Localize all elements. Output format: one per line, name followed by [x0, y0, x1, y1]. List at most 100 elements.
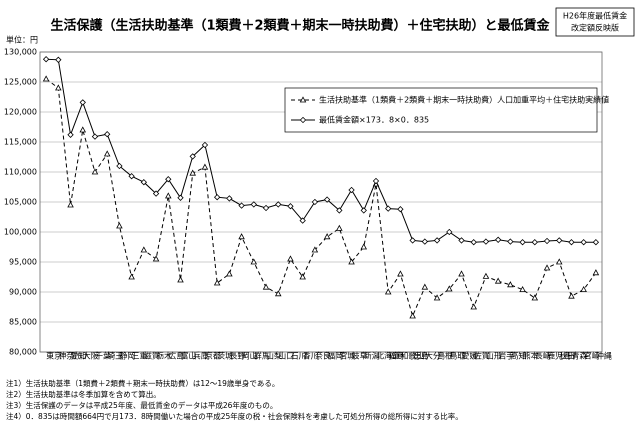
x-tick-label: 埼玉 — [107, 351, 123, 361]
point — [348, 258, 355, 265]
point — [555, 258, 563, 265]
point — [79, 126, 87, 133]
point — [494, 236, 502, 243]
point — [140, 179, 148, 186]
point — [238, 233, 245, 240]
point — [372, 177, 380, 185]
point — [446, 228, 453, 236]
point — [580, 285, 587, 292]
point — [433, 294, 441, 301]
legend-marker — [299, 96, 307, 103]
point — [79, 99, 86, 106]
x-tick-label: 岐阜 — [352, 351, 368, 361]
point — [67, 131, 74, 138]
point — [519, 285, 526, 292]
point — [592, 239, 600, 246]
point — [177, 194, 184, 201]
point — [458, 237, 465, 244]
x-tick-label: 広島 — [168, 351, 184, 361]
point — [152, 190, 160, 197]
point — [103, 150, 111, 157]
point — [409, 237, 416, 244]
point — [482, 272, 490, 279]
point — [421, 238, 429, 245]
x-tick-label: 青森 — [571, 351, 587, 361]
x-tick-label: 鹿児島 — [547, 351, 571, 361]
point — [128, 273, 135, 280]
point — [311, 198, 319, 206]
x-tick-label: 香川 — [303, 351, 319, 361]
x-tick-label: 山形 — [486, 351, 502, 361]
point — [42, 75, 50, 82]
point — [262, 204, 270, 212]
x-tick-label: 北海道 — [376, 351, 400, 361]
note: 注1）生活扶助基準（1類費＋2類費＋期末一時扶助費）は12～19歳単身である。 — [6, 378, 279, 388]
point — [397, 270, 404, 277]
x-tick-label: 栃木 — [156, 351, 172, 361]
x-tick-label: 静岡 — [119, 351, 135, 361]
x-tick-label: 宮城 — [339, 351, 355, 361]
point — [91, 133, 99, 140]
point — [189, 153, 196, 160]
point — [519, 239, 526, 246]
x-tick-label: 山梨 — [266, 351, 282, 361]
point — [360, 207, 367, 214]
x-tick-label: 滋賀 — [144, 351, 160, 361]
point — [201, 141, 209, 149]
y-tick-label: 125,000 — [4, 78, 37, 87]
legend-label: 生活扶助基準（1類費＋2類費＋期末一時扶助費）人口加重平均＋住宅扶助実績値 — [319, 95, 609, 105]
point — [360, 243, 368, 250]
point — [238, 202, 245, 209]
point — [421, 283, 429, 290]
legend-label: 最低賃金額×173．8×0．835 — [319, 115, 429, 125]
x-tick-label: 岩手 — [498, 351, 514, 361]
point — [580, 239, 587, 246]
point — [543, 264, 551, 271]
x-tick-label: 三重 — [132, 351, 148, 361]
note: 注3）生活保護のデータは平成25年度、最低賃金のデータは平成26年度のもの。 — [6, 400, 277, 410]
point — [165, 176, 172, 183]
y-tick-label: 95,000 — [9, 258, 37, 267]
point — [409, 312, 416, 319]
y-tick-label: 90,000 — [9, 288, 37, 297]
point — [299, 217, 306, 224]
badge-box — [555, 7, 635, 37]
point — [384, 288, 392, 295]
x-tick-label: 奈良 — [315, 351, 331, 361]
point — [128, 173, 135, 180]
plot-frame — [39, 51, 603, 353]
y-tick-label: 120,000 — [4, 108, 37, 117]
x-tick-label: 岡山 — [242, 351, 258, 361]
x-tick-label: 富山 — [181, 351, 197, 361]
point — [470, 239, 477, 246]
point — [213, 279, 221, 286]
point — [274, 290, 282, 297]
x-tick-label: 高知 — [510, 351, 526, 361]
y-tick-label: 85,000 — [9, 318, 37, 327]
x-tick-label: 兵庫 — [193, 351, 209, 361]
point — [323, 196, 331, 203]
y-axis-label: 単位：円 — [6, 35, 38, 45]
point — [592, 269, 600, 276]
point — [556, 237, 563, 244]
chart-title: 生活保護（生活扶助基準（1類費＋2類費＋期末一時扶助費）＋住宅扶助）と最低賃金 — [50, 18, 550, 34]
point — [336, 207, 343, 214]
legend-marker — [299, 116, 307, 124]
x-tick-label: 千葉 — [95, 351, 111, 361]
x-tick-label: 宮崎 — [584, 351, 600, 361]
point — [104, 131, 111, 138]
y-tick-label: 105,000 — [4, 198, 37, 207]
point — [507, 281, 514, 288]
point — [323, 233, 331, 240]
point — [250, 258, 258, 265]
legend-box — [284, 87, 598, 133]
x-tick-label: 愛媛 — [462, 351, 478, 361]
x-tick-label: 鳥取 — [449, 351, 465, 361]
point — [116, 162, 123, 170]
note: 注2）生活扶助基準は冬季加算を含めて算出。 — [6, 389, 161, 399]
x-tick-label: 和歌山 — [400, 351, 424, 361]
point — [458, 270, 465, 277]
point — [140, 246, 148, 253]
point — [152, 255, 160, 262]
